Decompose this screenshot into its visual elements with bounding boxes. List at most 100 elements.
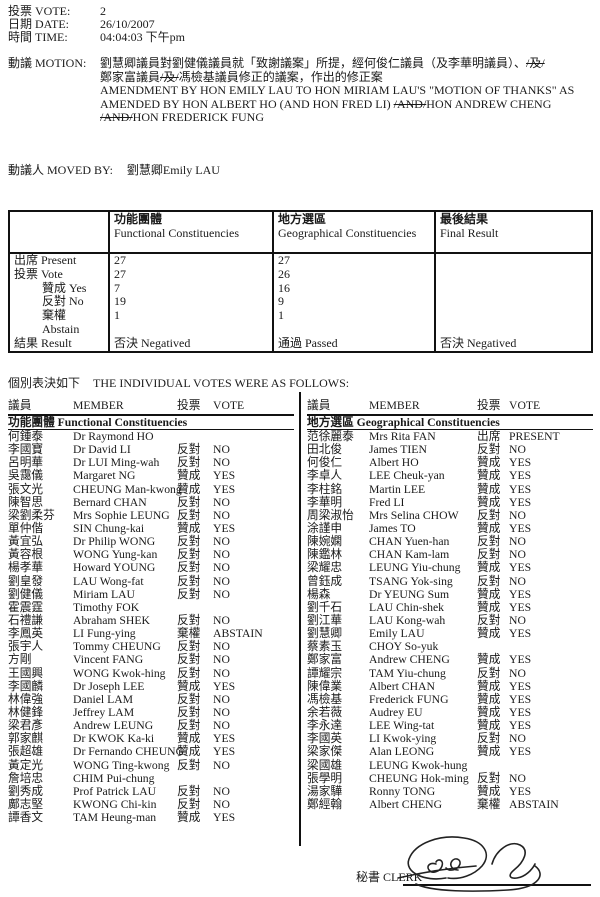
member-row: 石禮謙 Abraham SHEK 反對 NO — [8, 614, 294, 627]
member-name-en: LEE Wing-tat — [369, 719, 435, 733]
member-vote-zh: 棄權 — [177, 627, 201, 641]
summary-data-row: 反對 No 19 9 — [8, 295, 593, 310]
summary-column-header-zh: 功能團體 — [114, 212, 163, 226]
member-name-zh: 鄭經翰 — [307, 797, 343, 811]
member-vote-zh: 贊成 — [177, 482, 201, 496]
member-name-zh: 李國英 — [307, 732, 343, 746]
member-row: 余若薇 Audrey EU 贊成 YES — [307, 706, 593, 719]
member-vote-en: NO — [213, 758, 230, 772]
member-name-zh: 楊孝華 — [8, 561, 44, 575]
summary-fc-value: 7 — [108, 281, 274, 296]
member-name-zh: 范徐麗泰 — [307, 430, 354, 443]
member-row: 梁君彥 Andrew LEUNG 反對 NO — [8, 719, 294, 732]
member-vote-en: YES — [509, 719, 532, 733]
member-vote-zh: 反對 — [177, 574, 201, 588]
member-name-zh: 李國麟 — [8, 679, 44, 693]
member-row: 劉皇發 LAU Wong-fat 反對 NO — [8, 575, 294, 588]
member-vote-en: NO — [213, 508, 230, 522]
member-vote-zh: 贊成 — [477, 600, 501, 614]
summary-row-label: 棄權 Abstain — [8, 308, 110, 337]
motion-block: 動議 MOTION: 劉慧卿議員對劉健儀議員就「致謝議案」所提，經何俊仁議員（及… — [8, 56, 592, 125]
member-vote-zh: 贊成 — [477, 653, 501, 667]
summary-final-value — [434, 253, 593, 268]
vote-summary-table: 功能團體 Functional Constituencies 地方選區 Geograp… — [8, 210, 593, 353]
member-name-en: Albert HO — [369, 456, 419, 470]
member-name-zh: 李國寶 — [8, 443, 44, 457]
member-name-en: Prof Patrick LAU — [73, 784, 157, 798]
motion-struck-text: /AND/ — [100, 110, 133, 125]
member-vote-en: NO — [213, 797, 230, 811]
member-row: 林偉強 Daniel LAM 反對 NO — [8, 693, 294, 706]
summary-gc-value: 16 — [272, 281, 436, 296]
member-vote-en: YES — [509, 705, 532, 719]
member-vote-en: NO — [509, 771, 526, 785]
member-row: 李國英 LI Kwok-ying 反對 NO — [307, 732, 593, 745]
member-row: 黃定光 WONG Ting-kwong 反對 NO — [8, 759, 294, 772]
member-vote-en: NO — [213, 692, 230, 706]
member-vote-en — [509, 759, 593, 772]
member-vote-en: NO — [509, 732, 526, 746]
member-row: 梁國雄 LEUNG Kwok-hung — [307, 759, 593, 772]
member-vote-zh: 反對 — [177, 535, 201, 549]
member-row: 楊森 Dr YEUNG Sum 贊成 YES — [307, 588, 593, 601]
member-row: 呂明華 Dr LUI Ming-wah 反對 NO — [8, 456, 294, 469]
member-name-zh: 石禮謙 — [8, 613, 44, 627]
member-name-zh: 呂明華 — [8, 456, 44, 470]
member-row: 梁耀忠 LEUNG Yiu-chung 贊成 YES — [307, 561, 593, 574]
member-row: 單仲偕 SIN Chung-kai 贊成 YES — [8, 522, 294, 535]
member-name-zh: 梁耀忠 — [307, 561, 343, 575]
member-vote-en: YES — [213, 679, 236, 693]
member-vote-zh: 贊成 — [177, 732, 201, 746]
member-row: 陳智思 Bernard CHAN 反對 NO — [8, 496, 294, 509]
time-row: 時間 TIME: 04:04:03 下午pm — [8, 31, 592, 44]
member-name-en: LI Kwok-ying — [369, 732, 437, 746]
member-row: 李國麟 Dr Joseph LEE 贊成 YES — [8, 680, 294, 693]
time-value: 04:04:03 下午pm — [100, 30, 186, 45]
member-name-zh: 何鍾泰 — [8, 430, 44, 443]
member-vote-en: YES — [509, 482, 532, 496]
vote-header-zh: 投票 — [477, 399, 501, 412]
member-name-en: Fred LI — [369, 495, 405, 509]
member-name-zh: 李永達 — [307, 719, 343, 733]
summary-fc-value: 27 — [108, 253, 274, 268]
member-row: 何俊仁 Albert HO 贊成 YES — [307, 456, 593, 469]
member-vote-en: NO — [213, 548, 230, 562]
motion-line: 劉慧卿議員對劉健儀議員就「致謝議案」所提，經何俊仁議員（及李華明議員）、/及/ — [100, 56, 592, 71]
member-vote-en: YES — [213, 811, 236, 825]
member-name-zh: 涂謹申 — [307, 521, 343, 535]
member-name-zh: 周梁淑怡 — [307, 508, 354, 522]
member-row: 梁劉柔芬 Mrs Sophie LEUNG 反對 NO — [8, 509, 294, 522]
member-vote-zh: 反對 — [477, 508, 501, 522]
motion-text-segment: 劉慧卿議員對劉健儀議員就「致謝議案」所提，經何俊仁議員（及李華明議員）、 — [100, 56, 527, 70]
member-name-zh: 劉秀成 — [8, 784, 44, 798]
member-name-en: LEE Cheuk-yan — [369, 469, 445, 483]
summary-corner-cell — [8, 211, 110, 254]
member-name-en: Albert CHAN — [369, 679, 435, 693]
member-name-zh: 陳鑑林 — [307, 548, 343, 562]
member-vote-en: NO — [509, 508, 526, 522]
member-name-zh: 劉江華 — [307, 613, 343, 627]
member-vote-zh: 贊成 — [477, 679, 501, 693]
member-row: 吳靄儀 Margaret NG 贊成 YES — [8, 469, 294, 482]
member-vote-zh: 贊成 — [477, 784, 501, 798]
member-table-header: 議員 MEMBER 投票 VOTE — [8, 398, 294, 416]
member-name-en: Andrew LEUNG — [73, 719, 154, 733]
functional-constituencies-votes-table: 議員 MEMBER 投票 VOTE 功能團體 Functional Constituen… — [8, 398, 294, 824]
member-name-en: LAU Wong-fat — [73, 574, 144, 588]
member-vote-zh: 反對 — [177, 495, 201, 509]
member-row: 范徐麗泰 Mrs Rita FAN 出席 PRESENT — [307, 430, 593, 443]
member-vote-zh: 贊成 — [177, 469, 201, 483]
summary-gc-value: 通過 Passed — [272, 336, 436, 352]
member-name-en: Tommy CHEUNG — [73, 640, 161, 654]
member-vote-zh: 反對 — [177, 784, 201, 798]
vote-number-row: 投票 VOTE: 2 — [8, 4, 592, 18]
member-vote-zh: 贊成 — [477, 561, 501, 575]
member-name-zh: 梁家傑 — [307, 745, 343, 759]
member-name-en: Dr Raymond HO — [73, 430, 154, 443]
member-vote-zh: 反對 — [477, 443, 501, 457]
member-vote-zh: 贊成 — [477, 587, 501, 601]
member-vote-en: YES — [213, 482, 236, 496]
member-vote-en: YES — [509, 587, 532, 601]
member-vote-en: PRESENT — [509, 430, 560, 443]
member-vote-en: YES — [213, 469, 236, 483]
